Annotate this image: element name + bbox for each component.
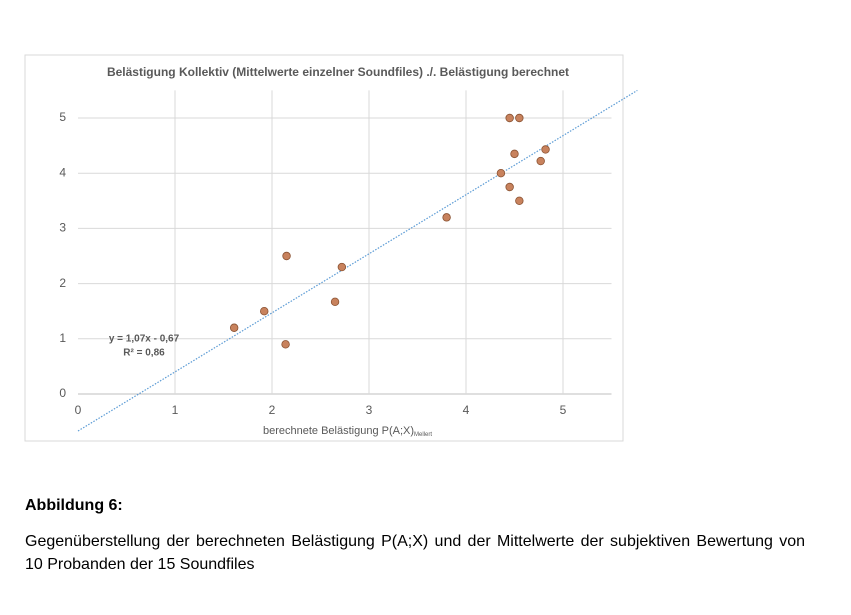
point [282,251,291,261]
point [229,323,239,332]
x-tick-label: 4 [463,403,470,417]
trendline-equation: y = 1,07x - 0,67 [109,334,180,345]
y-tick-label: 4 [59,165,66,179]
x-tick-label: 1 [172,403,179,417]
point [541,145,550,154]
point [281,340,290,349]
point [330,297,340,307]
y-tick-label: 2 [59,276,66,290]
trendline-r2: R² = 0,86 [123,348,165,359]
point [260,307,269,316]
chart-title: Belästigung Kollektiv (Mittelwerte einze… [107,65,569,79]
x-tick-label: 2 [269,403,276,417]
point [515,196,524,205]
x-tick-label: 3 [366,403,373,417]
point [505,182,514,192]
caption-heading: Abbildung 6: [25,497,123,514]
y-tick-label: 5 [59,110,66,124]
y-tick-label: 0 [59,386,66,400]
x-axis-label-main: berechnete Belästigung P(A;X) [263,425,414,437]
point [505,113,514,123]
x-axis-label: berechnete Belästigung P(A;X)Mellert [263,425,432,438]
trendline [77,89,638,432]
point [442,213,451,222]
x-tick-label: 5 [560,403,567,417]
x-tick-label: 0 [75,403,82,417]
x-axis-label-sub: Mellert [414,432,432,438]
point [337,262,347,272]
chart: Belästigung Kollektiv (Mittelwerte einze… [24,54,638,442]
point [510,149,519,159]
y-tick-label: 1 [59,331,66,345]
point [515,113,524,123]
point [496,168,506,178]
point [536,156,545,166]
y-tick-label: 3 [59,221,66,235]
chart-frame [24,54,624,442]
caption-text: Gegenüberstellung der berechneten Beläst… [25,533,805,573]
